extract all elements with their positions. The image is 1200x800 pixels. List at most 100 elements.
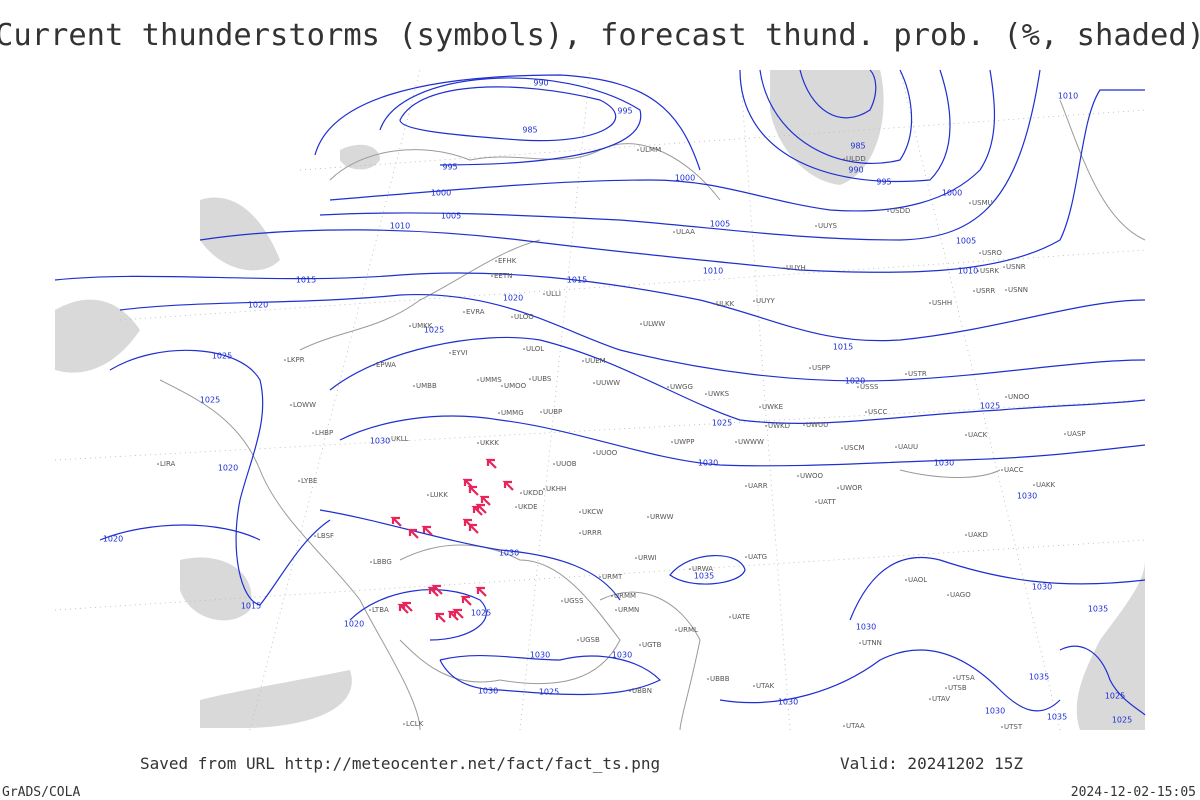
station-dot: [977, 270, 979, 272]
isobar-label: 1010: [703, 267, 723, 276]
isobar-label: 1025: [712, 419, 732, 428]
station-label: URWW: [650, 513, 674, 521]
station-label: UUOO: [596, 449, 618, 457]
station-dot: [523, 348, 525, 350]
station-dot: [965, 534, 967, 536]
station-dot: [707, 678, 709, 680]
station-label: UAOL: [908, 576, 927, 584]
station-dot: [905, 373, 907, 375]
station-label: URMM: [614, 592, 636, 600]
storm-symbol: [407, 528, 419, 539]
station-dot: [157, 463, 159, 465]
station-label: USHH: [932, 299, 952, 307]
storm-symbol: [431, 584, 443, 595]
station-label: UKDE: [518, 503, 538, 511]
station-dot: [745, 556, 747, 558]
station-dot: [843, 725, 845, 727]
storm-symbol: [462, 518, 474, 529]
station-label: UWWW: [738, 438, 764, 446]
isobar-label: 1030: [934, 459, 954, 468]
station-dot: [803, 424, 805, 426]
isobars: [54, 69, 1146, 716]
station-label: LOWW: [293, 401, 316, 409]
station-label: UGSB: [580, 636, 600, 644]
station-label: USTR: [908, 370, 927, 378]
station-dot: [671, 441, 673, 443]
isobar-label: 1030: [370, 437, 390, 446]
storm-symbol: [467, 485, 479, 496]
station-label: UUYY: [756, 297, 776, 305]
isobar-label: 995: [617, 107, 632, 116]
isobar-label: 1020: [103, 535, 123, 544]
station-label: UUBS: [532, 375, 552, 383]
station-dot: [673, 231, 675, 233]
station-dot: [611, 595, 613, 597]
station-label: UUEM: [585, 357, 606, 365]
station-dot: [1064, 433, 1066, 435]
station-label: USCC: [868, 408, 887, 416]
station-label: UAUU: [898, 443, 918, 451]
isobar-label: 1015: [567, 276, 587, 285]
isobar-label: 1020: [218, 464, 238, 473]
station-dot: [615, 609, 617, 611]
station-label: LKPR: [287, 356, 305, 364]
station-label: UATG: [748, 553, 767, 561]
isobar-label: 1035: [1029, 673, 1049, 682]
station-dot: [713, 303, 715, 305]
station-dot: [965, 434, 967, 436]
isobar-label: 1020: [845, 377, 865, 386]
station-label: UNOO: [1008, 393, 1030, 401]
station-label: UUBP: [543, 408, 562, 416]
station-dot: [463, 311, 465, 313]
station-label: UATE: [732, 613, 750, 621]
station-dot: [498, 412, 500, 414]
storm-symbol: [452, 608, 464, 619]
isobar-label: 1020: [344, 620, 364, 629]
source-note: Saved from URL http://meteocenter.net/fa…: [140, 754, 660, 773]
storm-symbol: [460, 595, 472, 606]
station-dot: [579, 511, 581, 513]
station-dot: [667, 386, 669, 388]
station-label: UKHH: [546, 485, 566, 493]
station-dot: [579, 532, 581, 534]
station-dot: [520, 492, 522, 494]
station-label: UUYS: [818, 222, 838, 230]
isobar-label: 990: [533, 79, 548, 88]
station-label: UBBN: [632, 687, 652, 695]
station-dot: [639, 644, 641, 646]
map-frame: [55, 70, 1145, 730]
storm-symbol: [475, 503, 487, 514]
valid-time: Valid: 20241202 15Z: [840, 754, 1023, 773]
station-labels: ULMM ULDD USDD USMU ULAA UUYS USRO USRK USNR UUYH…: [157, 146, 1086, 731]
station-label: LHBP: [315, 429, 333, 437]
isobar-label: 1025: [212, 352, 232, 361]
station-dot: [947, 594, 949, 596]
station-label: USPP: [812, 364, 830, 372]
isobar-label: 985: [850, 142, 865, 151]
station-label: EETN: [494, 272, 512, 280]
station-label: UGSS: [564, 597, 584, 605]
station-label: USNN: [1008, 286, 1028, 294]
station-label: ULOO: [514, 313, 534, 321]
station-label: UMOO: [504, 382, 527, 390]
station-dot: [759, 406, 761, 408]
station-dot: [929, 698, 931, 700]
storm-symbol: [390, 516, 402, 527]
station-dot: [735, 441, 737, 443]
station-label: UWOO: [800, 472, 824, 480]
isobar-label: 985: [522, 126, 537, 135]
station-label: ULMM: [640, 146, 661, 154]
station-dot: [979, 252, 981, 254]
timestamp: 2024-12-02-15:05: [1071, 785, 1196, 800]
station-dot: [859, 642, 861, 644]
station-label: UACK: [968, 431, 988, 439]
storm-symbol: [479, 495, 491, 506]
station-label: UKCW: [582, 508, 603, 516]
station-label: EFHK: [498, 257, 517, 265]
station-label: UUOB: [556, 460, 577, 468]
station-dot: [1005, 396, 1007, 398]
station-dot: [413, 385, 415, 387]
station-label: LYBE: [301, 477, 317, 485]
station-label: UMBB: [416, 382, 437, 390]
station-label: UUYH: [786, 264, 806, 272]
